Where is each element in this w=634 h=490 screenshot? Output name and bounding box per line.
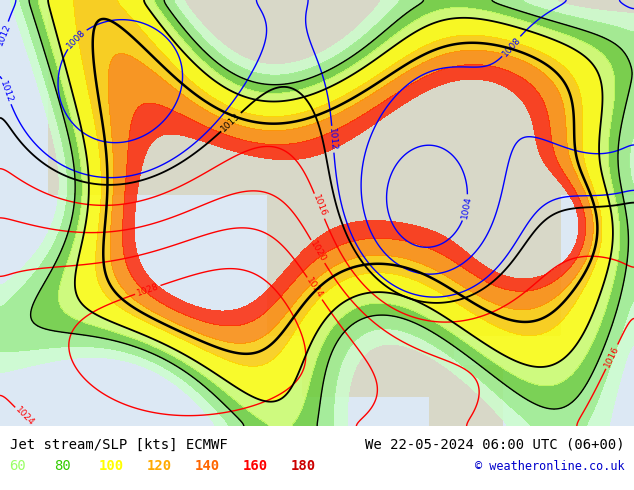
- Text: 1024: 1024: [14, 405, 36, 428]
- Text: 80: 80: [54, 460, 70, 473]
- Text: 1008: 1008: [65, 27, 87, 50]
- Text: 1024: 1024: [304, 276, 325, 300]
- Text: 160: 160: [243, 460, 268, 473]
- Text: 1013: 1013: [219, 111, 242, 133]
- Text: © weatheronline.co.uk: © weatheronline.co.uk: [475, 460, 624, 473]
- Text: 140: 140: [195, 460, 220, 473]
- Text: Jet stream/SLP [kts] ECMWF: Jet stream/SLP [kts] ECMWF: [10, 438, 227, 452]
- Text: 100: 100: [98, 460, 124, 473]
- Text: 1020: 1020: [308, 240, 328, 264]
- Text: 1012: 1012: [0, 79, 15, 104]
- Text: We 22-05-2024 06:00 UTC (06+00): We 22-05-2024 06:00 UTC (06+00): [365, 438, 624, 452]
- Text: 1012: 1012: [327, 127, 339, 151]
- Text: 180: 180: [291, 460, 316, 473]
- Text: 1028: 1028: [136, 282, 160, 298]
- Text: 120: 120: [146, 460, 172, 473]
- Text: 60: 60: [10, 460, 26, 473]
- Text: 1016: 1016: [311, 194, 328, 219]
- Text: 1012: 1012: [0, 22, 12, 47]
- Text: 1008: 1008: [500, 35, 522, 58]
- Text: 1004: 1004: [460, 196, 473, 220]
- Text: 1016: 1016: [603, 344, 621, 369]
